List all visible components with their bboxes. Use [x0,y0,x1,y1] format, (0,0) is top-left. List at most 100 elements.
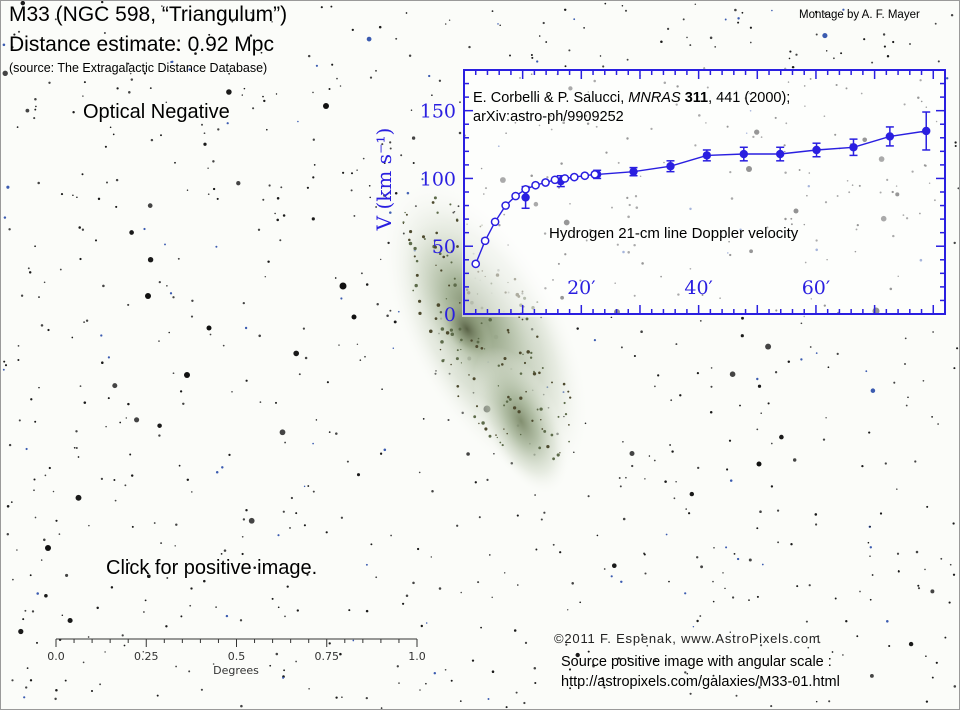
star [365,609,369,613]
galaxy-knot [434,317,438,320]
star [312,138,315,141]
galaxy-knot [497,385,500,387]
star [157,423,162,428]
galaxy-knot [460,348,462,351]
star [341,696,343,699]
star [468,45,471,49]
star [824,12,827,15]
star [740,334,744,338]
bright-star [756,461,762,467]
galaxy-knot [450,363,452,366]
star [44,474,47,477]
star [567,609,569,611]
galaxy-knot [415,273,419,277]
star [77,456,80,458]
star [250,12,252,14]
star [602,684,605,687]
star [313,164,316,166]
star [729,371,736,377]
star [405,594,409,598]
star [430,556,433,558]
star [664,480,667,483]
star [831,651,834,653]
star [24,609,27,612]
star [339,652,342,656]
galaxy-knot [526,350,530,354]
scale-tick-label: 0.25 [134,650,159,663]
star [113,479,116,481]
star [231,391,233,393]
star [340,516,344,519]
star [284,441,287,444]
x-tick-label: 20′ [567,277,596,299]
star [517,584,519,586]
toggle-image-link[interactable]: Click for positive image. [106,557,318,579]
star [736,557,740,561]
star [307,485,310,487]
star [886,620,889,623]
star [953,241,956,245]
galaxy-knot [523,361,527,365]
star [100,334,103,337]
star [497,23,499,25]
y-tick-label: 50 [432,236,456,258]
star [871,61,874,64]
star [491,10,494,12]
star [953,367,956,370]
star [226,122,229,125]
star [34,98,37,101]
star [97,197,101,201]
star [109,126,112,129]
star [620,580,623,584]
star [425,622,428,624]
star [33,478,36,481]
star [16,549,18,551]
star [334,277,337,279]
star [480,626,482,629]
star [6,185,10,189]
star [28,271,32,274]
star [757,384,762,388]
star [282,676,285,679]
star [914,460,917,463]
star [924,568,926,571]
star [269,664,272,667]
galaxy-knot [450,250,454,253]
star [883,45,886,48]
star [800,358,803,361]
star [669,444,672,446]
star [289,526,291,529]
source-url-link[interactable]: http://astropixels.com/galaxies/M33-01.h… [561,674,840,690]
star [420,624,423,628]
star [3,216,7,219]
y-tick-label: 150 [420,101,456,123]
star [684,671,687,674]
star [216,197,219,200]
star [756,595,759,598]
star [486,478,489,481]
star [267,260,270,263]
galaxy-knot [541,428,544,430]
galaxy-knot [475,405,479,408]
galaxy-knot [457,395,460,398]
star [106,114,109,117]
star [770,442,773,445]
star [369,76,373,79]
star [653,459,656,462]
galaxy-knot [557,415,560,418]
star [241,535,244,538]
galaxy-knot [436,211,439,214]
galaxy-knot [440,340,444,344]
star [262,95,264,98]
star [67,617,73,624]
star [620,346,623,349]
star [143,72,147,75]
star [34,420,37,423]
star [156,694,159,697]
data-point-open [480,236,490,246]
star [331,63,334,66]
star [935,661,938,664]
star [242,518,246,521]
star [392,347,395,350]
